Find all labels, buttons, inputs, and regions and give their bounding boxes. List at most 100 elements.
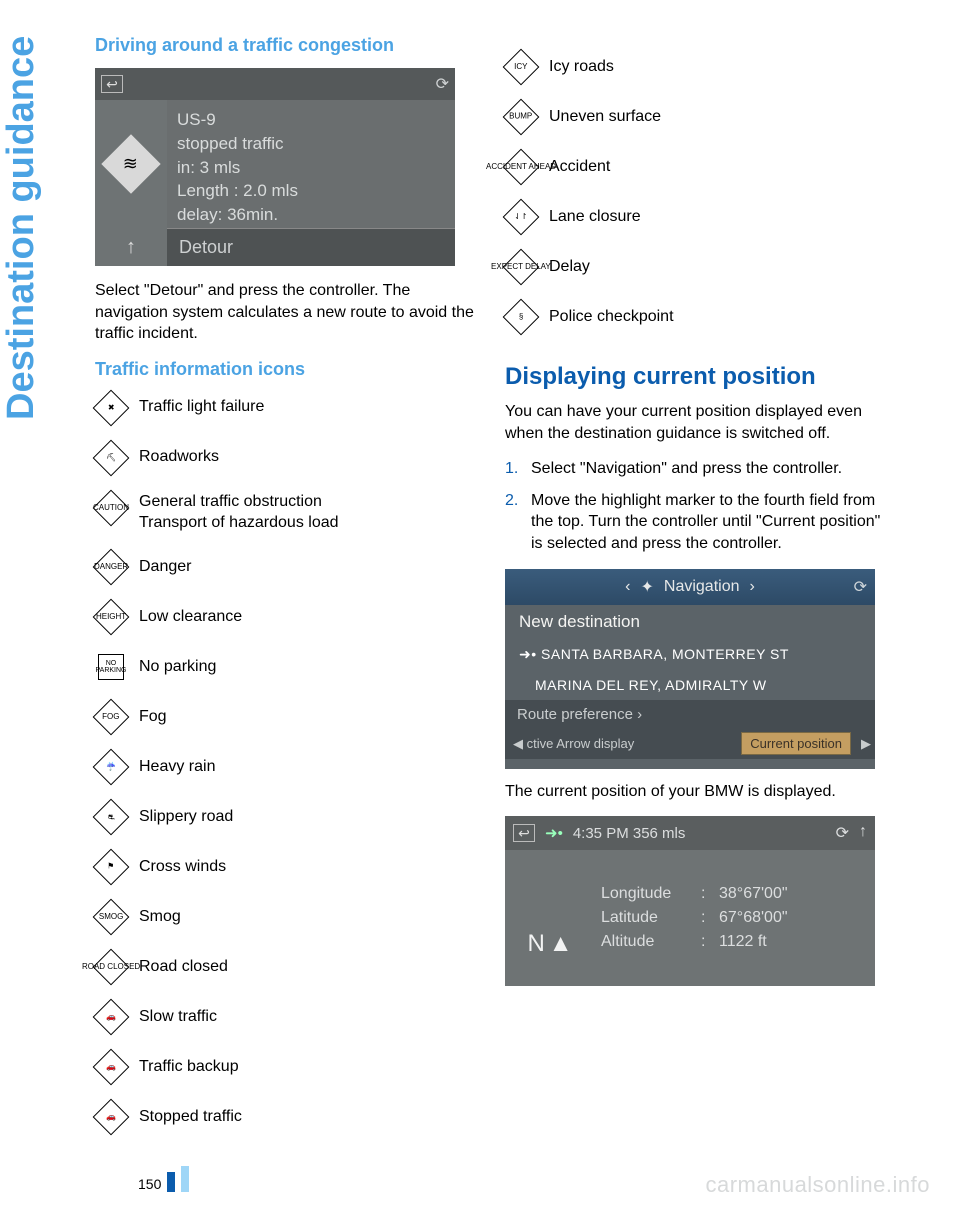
- icon-row: SMOG Smog: [95, 901, 475, 933]
- icon-row: 🚗 Stopped traffic: [95, 1101, 475, 1133]
- altitude-row: Altitude : 1122 ft: [601, 933, 875, 951]
- longitude-row: Longitude : 38°67'00": [601, 885, 875, 903]
- position-back-icon: ↩: [513, 824, 535, 842]
- screenshot-navigation: ‹ ✦ Navigation › ⟳ New destination ➜• SA…: [505, 569, 875, 769]
- nav-compass-icon: ✦: [640, 577, 653, 597]
- icon-row: ROAD CLOSED Road closed: [95, 951, 475, 983]
- icon-row: ACCIDENT AHEAD Accident: [505, 151, 885, 183]
- traffic-info-icon: HEIGHT: [95, 601, 127, 633]
- icon-label: Roadworks: [139, 447, 219, 468]
- icon-label: Uneven surface: [549, 107, 661, 128]
- traffic-line1: US-9: [177, 108, 445, 132]
- sep: :: [701, 909, 719, 927]
- step-1: Select "Navigation" and press the contro…: [505, 458, 885, 480]
- icon-row: BUMP Uneven surface: [505, 101, 885, 133]
- position-arrow-icon: ➜•: [545, 824, 563, 842]
- right-column: ICY Icy roads BUMP Uneven surface ACCIDENT A…: [505, 35, 885, 1151]
- screenshot-topbar: ↩ ⟳: [95, 68, 455, 100]
- icon-list-left: ✖Traffic light failure⛏RoadworksCAUTIONG…: [95, 392, 475, 1134]
- up-arrow-icon: ↑: [95, 228, 167, 266]
- icon-row: 🚗 Slow traffic: [95, 1001, 475, 1033]
- traffic-info-icon: ⛐: [95, 801, 127, 833]
- dest-1-text: SANTA BARBARA, MONTERREY ST: [541, 646, 789, 662]
- step-2: Move the highlight marker to the fourth …: [505, 490, 885, 555]
- refresh-icon: ⟳: [436, 74, 449, 94]
- current-position-button[interactable]: Current position: [741, 732, 851, 755]
- traffic-info-icon: EXPECT DELAY: [505, 251, 537, 283]
- route-preference[interactable]: Route preference ›: [505, 700, 875, 729]
- steps-list: Select "Navigation" and press the contro…: [505, 458, 885, 554]
- icon-label: Icy roads: [549, 57, 614, 78]
- nav-bottom-bar: ◀ ctive Arrow display Current position ▶: [505, 729, 875, 759]
- compass-arrow-icon: ▲: [549, 930, 573, 958]
- page-content: Driving around a traffic congestion ↩ ⟳ …: [95, 35, 885, 1151]
- traffic-info-icon: 🚗: [95, 1051, 127, 1083]
- nav-bottom-left[interactable]: ◀ ctive Arrow display: [505, 736, 642, 752]
- paragraph-display: You can have your current position displ…: [505, 401, 885, 444]
- position-topbar: ↩ ➜• 4:35 PM 356 mls ⟳ ↑: [505, 816, 875, 850]
- screenshot-detour: ↩ ⟳ ≋ US-9 stopped traffic in: 3 mls Len…: [95, 68, 455, 266]
- icon-row: 🚗Traffic backup: [95, 1051, 475, 1083]
- destination-2[interactable]: MARINA DEL REY, ADMIRALTY W: [505, 670, 875, 700]
- icon-label: Accident: [549, 157, 610, 178]
- icon-row: ☔Heavy rain: [95, 751, 475, 783]
- traffic-line5: delay: 36min.: [177, 203, 445, 227]
- icon-label: Police checkpoint: [549, 307, 674, 328]
- icon-row: HEIGHT Low clearance: [95, 601, 475, 633]
- traffic-line4: Length : 2.0 mls: [177, 179, 445, 203]
- icon-label: Traffic light failure: [139, 397, 264, 418]
- icon-row: EXPECT DELAYDelay: [505, 251, 885, 283]
- nav-arrow-left-icon: ‹: [625, 578, 630, 596]
- icon-label: Lane closure: [549, 207, 641, 228]
- traffic-info-icon: ROAD CLOSED: [95, 951, 127, 983]
- side-title: Destination guidance: [0, 20, 43, 420]
- traffic-line2: stopped traffic: [177, 132, 445, 156]
- icon-label: Road closed: [139, 957, 228, 978]
- screenshot-position: ↩ ➜• 4:35 PM 356 mls ⟳ ↑ N ▲ Longitude :: [505, 816, 875, 986]
- icon-label: Cross winds: [139, 857, 226, 878]
- traffic-info-icon: ICY: [505, 51, 537, 83]
- icon-row: FOGFog: [95, 701, 475, 733]
- icon-label: Low clearance: [139, 607, 242, 628]
- nav-refresh-icon: ⟳: [854, 577, 867, 597]
- traffic-info-icon: BUMP: [505, 101, 537, 133]
- heading-traffic-icons: Traffic information icons: [95, 359, 475, 380]
- altitude-label: Altitude: [601, 933, 701, 951]
- traffic-info-icon: 🚗: [95, 1101, 127, 1133]
- page-tab-1: [167, 1172, 175, 1192]
- position-refresh-icon: ⟳: [836, 823, 849, 843]
- traffic-info-icon: 🚗: [95, 1001, 127, 1033]
- position-up-icon: ↑: [859, 823, 867, 843]
- icon-row: DANGERDanger: [95, 551, 475, 583]
- nav-header: ‹ ✦ Navigation › ⟳: [505, 569, 875, 605]
- icon-row: ⛏ Roadworks: [95, 442, 475, 474]
- icon-row: ⇃↾Lane closure: [505, 201, 885, 233]
- heading-driving: Driving around a traffic congestion: [95, 35, 475, 56]
- traffic-info-icon: ☔: [95, 751, 127, 783]
- left-column: Driving around a traffic congestion ↩ ⟳ …: [95, 35, 475, 1151]
- altitude-value: 1122 ft: [719, 933, 767, 951]
- icon-label: Stopped traffic: [139, 1107, 242, 1128]
- icon-label: Slow traffic: [139, 1007, 217, 1028]
- new-destination[interactable]: New destination: [505, 605, 875, 639]
- traffic-icon-box: ≋: [95, 100, 167, 228]
- traffic-info-icon: NO PARKING: [95, 651, 127, 683]
- detour-button[interactable]: Detour: [167, 228, 455, 266]
- screenshot-mid: ≋ US-9 stopped traffic in: 3 mls Length …: [95, 100, 455, 228]
- destination-1[interactable]: ➜• SANTA BARBARA, MONTERREY ST: [505, 639, 875, 670]
- traffic-info-icon: ⛏: [95, 442, 127, 474]
- traffic-text: US-9 stopped traffic in: 3 mls Length : …: [167, 100, 455, 228]
- traffic-info-icon: §: [505, 301, 537, 333]
- icon-label: Smog: [139, 907, 181, 928]
- longitude-label: Longitude: [601, 885, 701, 903]
- latitude-label: Latitude: [601, 909, 701, 927]
- icon-row: CAUTIONGeneral traffic obstructionTransp…: [95, 492, 475, 534]
- icon-label: Fog: [139, 707, 167, 728]
- latitude-value: 67°68'00": [719, 909, 788, 927]
- traffic-info-icon: SMOG: [95, 901, 127, 933]
- compass-letter: N: [527, 930, 544, 958]
- compass: N ▲: [505, 850, 595, 986]
- traffic-info-icon: ACCIDENT AHEAD: [505, 151, 537, 183]
- traffic-diamond-icon: ≋: [101, 134, 160, 193]
- nav-scroll-right-icon[interactable]: ▶: [857, 736, 875, 752]
